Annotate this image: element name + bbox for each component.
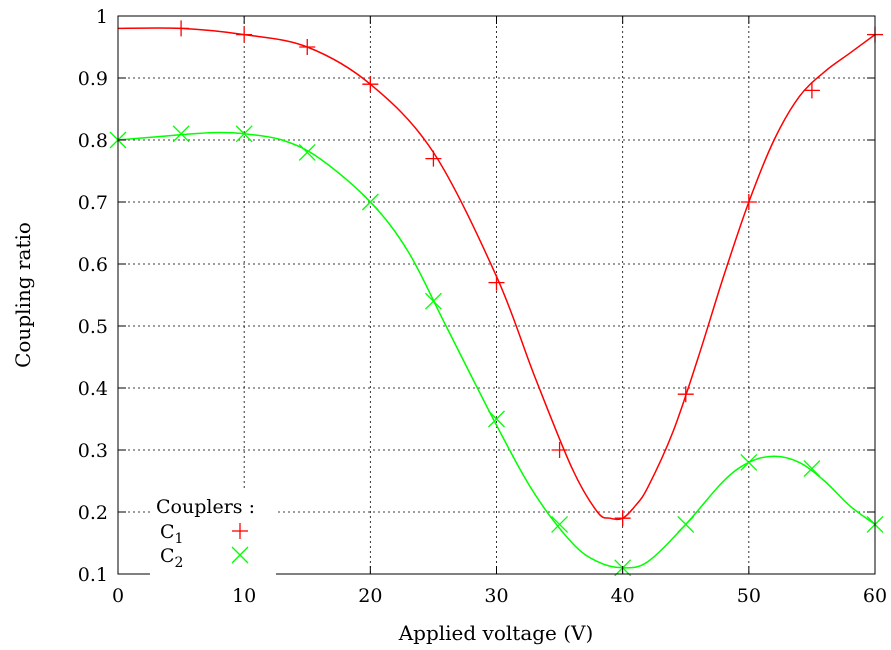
x-tick-label: 0 <box>112 585 124 607</box>
data-point-c2 <box>677 515 695 533</box>
data-point-c2 <box>424 292 442 310</box>
legend-entry-c2-label: C2 <box>160 545 183 571</box>
y-tick-label: 0.4 <box>78 378 108 400</box>
x-tick-label: 30 <box>484 585 508 607</box>
data-point-c1 <box>551 442 568 458</box>
y-tick-label: 0.8 <box>78 130 108 152</box>
legend-title: Couplers : <box>156 496 255 518</box>
y-tick-label: 0.7 <box>78 192 108 214</box>
data-point-c2 <box>235 125 253 143</box>
legend-entry-c1-name: C <box>160 521 175 543</box>
y-tick-label: 0.6 <box>78 254 108 276</box>
y-tick-label: 1 <box>96 6 108 28</box>
legend-marker-symbol-c1 <box>232 523 248 539</box>
y-tick-label: 0.2 <box>78 502 108 524</box>
legend-c1-marker <box>232 523 248 539</box>
legend-entry-c1-label: C1 <box>160 521 183 547</box>
data-point-c1 <box>299 39 316 55</box>
fit-curve-c1 <box>117 27 876 521</box>
legend-background <box>150 490 276 582</box>
data-point-c2 <box>803 460 821 478</box>
y-tick-label: 0.5 <box>78 316 108 338</box>
data-point-c2 <box>361 193 379 211</box>
y-tick-label: 0.3 <box>78 440 108 462</box>
legend: Couplers : C1 C2 <box>150 490 276 582</box>
data-point-c1 <box>362 76 379 93</box>
x-tick-label: 20 <box>358 585 382 607</box>
data-point-c1 <box>677 386 694 403</box>
data-point-c2 <box>298 143 316 161</box>
data-point-c1 <box>803 82 820 99</box>
data-point-c2 <box>740 453 758 471</box>
legend-c2-marker <box>231 546 249 564</box>
data-point-c2 <box>551 515 569 533</box>
data-point-c2 <box>488 410 505 428</box>
x-tick-label: 40 <box>611 585 635 607</box>
legend-entry-c1-subscript: 1 <box>175 531 184 547</box>
data-point-c1 <box>740 194 757 210</box>
x-tick-label: 60 <box>863 585 887 607</box>
data-point-c2 <box>172 125 190 143</box>
x-tick-label: 50 <box>737 585 761 607</box>
legend-marker-symbol-c2 <box>231 546 249 564</box>
y-tick-label: 0.9 <box>78 68 108 90</box>
y-axis-label: Coupling ratio <box>11 222 35 368</box>
tick-labels: 0 10 20 30 40 50 60 0.1 0.2 0.3 0.4 0.5 0.6 0.7 0.8 0.9… <box>78 6 887 607</box>
axis-ticks <box>117 15 876 575</box>
y-tick-label: 0.1 <box>78 564 108 586</box>
data-point-c1 <box>173 20 190 37</box>
data-point-c1 <box>488 274 505 291</box>
x-tick-label: 10 <box>232 585 256 607</box>
data-point-c1 <box>425 150 442 167</box>
x-axis-label: Applied voltage (V) <box>398 621 594 645</box>
legend-entry-c2-subscript: 2 <box>175 555 184 571</box>
legend-entry-c2-name: C <box>160 545 175 567</box>
data-point-c1 <box>614 510 631 527</box>
data-point-c1 <box>236 26 253 43</box>
